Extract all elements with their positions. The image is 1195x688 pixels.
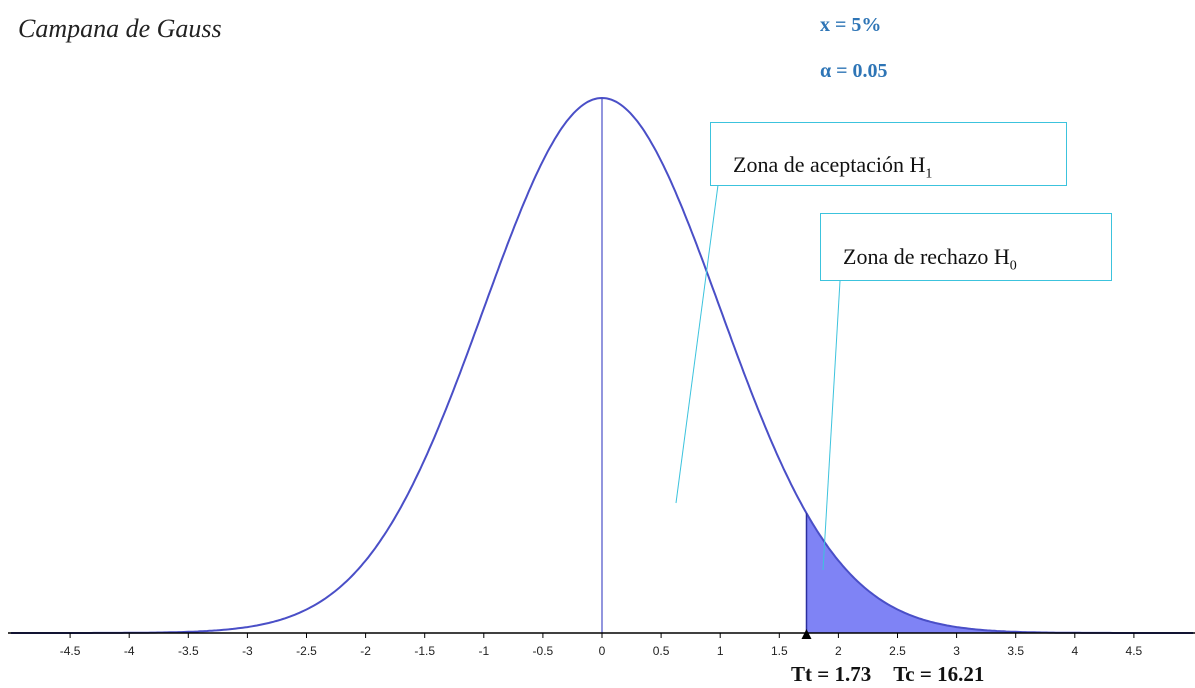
x-tick-label: -3 xyxy=(242,644,253,658)
x-tick-label: 3 xyxy=(953,644,960,658)
alpha-param-label: α = 0.05 xyxy=(820,60,888,82)
t-values-label: Tt = 1.73 Tc = 16.21 xyxy=(791,662,984,687)
tt-label: Tt = 1.73 xyxy=(791,662,872,686)
rejection-leader-line xyxy=(822,280,841,571)
rejection-zone-text: Zona de rechazo H xyxy=(843,244,1010,269)
x-tick-label: -3.5 xyxy=(178,644,199,658)
chart-title: Campana de Gauss xyxy=(18,14,222,43)
acceptance-zone-text: Zona de aceptación H xyxy=(733,152,926,177)
x-tick-label: 4.5 xyxy=(1126,644,1143,658)
acceptance-leader-line xyxy=(675,184,719,504)
x-tick-label: 2.5 xyxy=(889,644,906,658)
x-tick-label: 2 xyxy=(835,644,842,658)
x-param-label: x = 5% xyxy=(820,14,882,36)
critical-value-marker xyxy=(801,629,812,639)
x-tick-label: 4 xyxy=(1071,644,1078,658)
x-tick-label: -1 xyxy=(478,644,489,658)
x-tick-label: -4.5 xyxy=(60,644,81,658)
x-tick-label: 1.5 xyxy=(771,644,788,658)
tc-label: Tc = 16.21 xyxy=(893,662,985,686)
rejection-zone-subscript: 0 xyxy=(1009,258,1017,274)
x-tick-label: 3.5 xyxy=(1007,644,1024,658)
rejection-zone-box: Zona de rechazo H0 xyxy=(820,213,1112,281)
x-tick-label: 0 xyxy=(599,644,606,658)
x-tick-label: -1.5 xyxy=(414,644,435,658)
x-tick-label: 0.5 xyxy=(653,644,670,658)
acceptance-zone-subscript: 1 xyxy=(925,166,933,182)
rejection-region-fill xyxy=(806,513,1193,633)
x-tick-label: -2 xyxy=(360,644,371,658)
x-tick-label: -4 xyxy=(124,644,135,658)
acceptance-zone-box: Zona de aceptación H1 xyxy=(710,122,1067,186)
x-tick-label: -0.5 xyxy=(533,644,554,658)
x-tick-label: 1 xyxy=(717,644,724,658)
x-tick-label: -2.5 xyxy=(296,644,317,658)
